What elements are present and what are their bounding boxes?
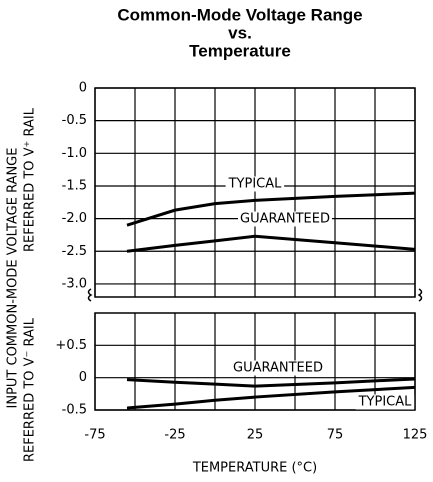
label-background [238,211,332,227]
series-line [126,385,416,410]
y-axis-label: REFERRED TO V⁺ RAIL [23,107,38,252]
label-background [355,394,415,410]
series-label: TYPICAL [228,177,283,192]
y-tick-label: -1.0 [62,146,87,161]
series-line [126,191,416,227]
y-tick-label: -2.5 [62,244,87,259]
y-tick-label: -0.5 [62,113,87,128]
series-line [126,234,416,253]
axis-break [87,288,423,302]
chart-title: Temperature [189,41,291,60]
y-tick-label: +0.5 [55,338,87,353]
x-tick-label: -25 [164,428,185,443]
series-label: GUARANTEED [233,361,323,376]
x-axis-label: TEMPERATURE (°C) [192,461,317,476]
series-label: TYPICAL [358,395,413,410]
label-background [231,360,325,376]
y-tick-label: -1.5 [62,178,87,193]
series-line [126,377,416,388]
y-tick-label: -3.0 [62,276,87,291]
chart-title: vs. [228,23,252,42]
y-tick-label: -0.5 [62,403,87,418]
series-label: GUARANTEED [240,212,330,227]
x-tick-label: 75 [327,428,344,443]
x-tick-label: 25 [247,428,264,443]
x-tick-label: 125 [403,428,428,443]
x-tick-label: -75 [84,428,105,443]
y-tick-label: 0 [79,81,87,96]
chart-title: Common-Mode Voltage Range [117,5,362,24]
y-tick-label: 0 [79,370,87,385]
y-tick-label: -2.0 [62,211,87,226]
label-background [225,176,285,192]
y-axis-label: REFERRED TO V⁻ RAIL [23,317,38,462]
y-axis-label: INPUT COMMON-MODE VOLTAGE RANGE [6,148,21,409]
